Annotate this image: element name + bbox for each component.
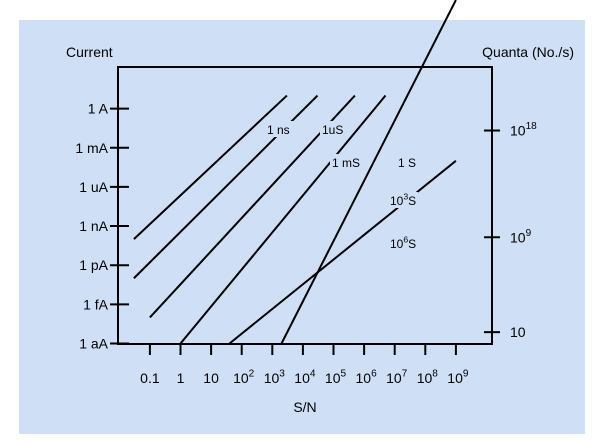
y-right-tick-label: 10 xyxy=(510,324,526,340)
series-label: 106S xyxy=(390,235,416,251)
y-left-tick-label: 1 mA xyxy=(75,140,108,156)
x-tick-label: 104 xyxy=(294,369,316,386)
x-axis-ticks: 0.1 1 10 102 103 104 105 106 107 108 109 xyxy=(140,344,469,386)
y-right-tick-label: 1018 xyxy=(510,121,537,138)
series-label: 1 ns xyxy=(267,123,290,137)
x-axis-title: S/N xyxy=(293,399,316,415)
x-tick-label: 108 xyxy=(417,369,439,386)
series-line xyxy=(228,160,457,345)
series-label-background xyxy=(388,192,418,208)
x-tick-label: 106 xyxy=(356,369,378,386)
series-line xyxy=(280,0,457,344)
y-right-axis-title: Quanta (No./s) xyxy=(482,44,574,60)
series-line xyxy=(179,94,387,345)
x-tick-label: 109 xyxy=(447,369,469,386)
x-tick-label: 0.1 xyxy=(140,370,160,386)
y-left-axis-title: Current xyxy=(66,44,113,60)
series-line xyxy=(133,94,288,240)
plot-frame xyxy=(117,66,493,345)
series-labels: 1 ns 1uS 1 mS 1 S 103S 106S xyxy=(265,121,424,251)
series-label: 103S xyxy=(390,192,416,208)
y-left-tick-label: 1 fA xyxy=(83,296,109,312)
series-lines xyxy=(133,0,457,345)
y-left-tick-label: 1 A xyxy=(88,101,109,117)
series-label-background xyxy=(388,235,418,251)
series-label: 1uS xyxy=(322,123,343,137)
series-label-background xyxy=(396,154,424,170)
x-tick-label: 102 xyxy=(233,369,255,386)
y-right-tick-label: 109 xyxy=(510,228,532,245)
x-tick-label: 10 xyxy=(203,370,219,386)
series-label-background xyxy=(320,121,348,137)
series-label: 1 S xyxy=(398,156,416,170)
x-tick-label: 1 xyxy=(177,370,185,386)
y-left-axis-ticks: 1 aA 1 fA 1 pA 1 nA 1 uA 1 mA 1 A xyxy=(75,101,129,352)
y-left-tick-label: 1 aA xyxy=(79,336,108,352)
series-label-background xyxy=(330,154,366,170)
y-right-axis-ticks: 10 109 1018 xyxy=(484,121,537,340)
y-left-tick-label: 1 nA xyxy=(79,218,108,234)
x-tick-label: 103 xyxy=(264,369,286,386)
x-tick-label: 105 xyxy=(325,369,347,386)
y-left-tick-label: 1 uA xyxy=(79,179,108,195)
x-tick-label: 107 xyxy=(386,369,408,386)
series-label-background xyxy=(265,121,301,137)
series-label: 1 mS xyxy=(332,156,360,170)
y-left-tick-label: 1 pA xyxy=(79,257,108,273)
